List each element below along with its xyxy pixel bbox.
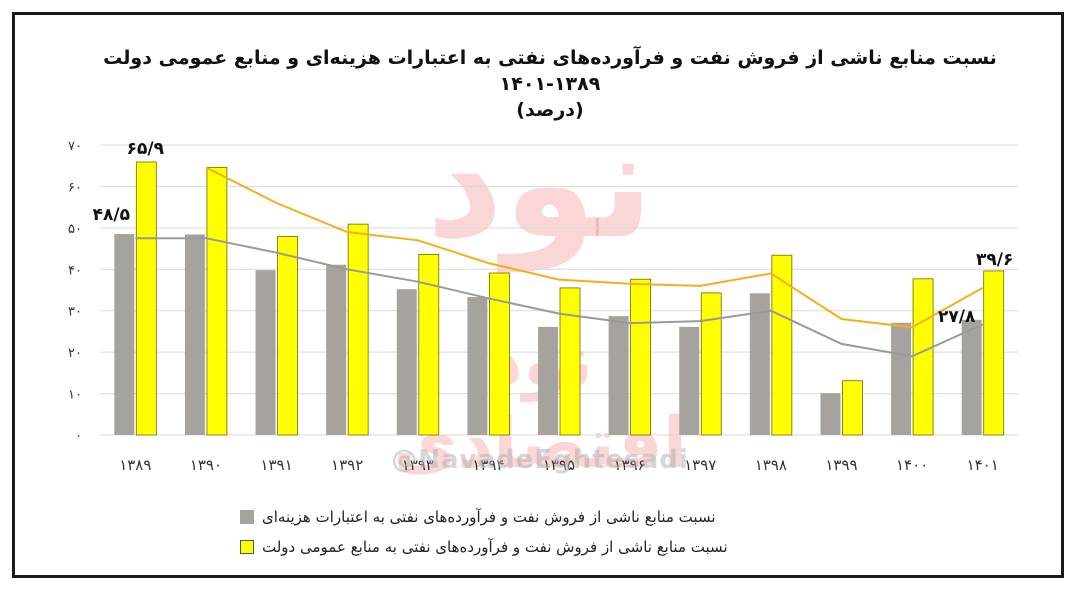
bar-general [842, 380, 863, 436]
y-tick-label: ۵۰ [68, 222, 82, 237]
trend-line-expense [135, 237, 984, 358]
y-tick-label: ۳۰ [68, 305, 82, 320]
bar-expense [749, 293, 770, 435]
chart-title: نسبت منابع ناشی از فروش نفت و فرآورده‌ها… [103, 47, 997, 95]
x-tick-label: ۱۳۹۳ [402, 456, 434, 474]
bar-expense [891, 322, 912, 435]
y-tick-label: ۰ [75, 429, 82, 444]
bar-expense [396, 289, 417, 435]
bar-expense [679, 326, 700, 435]
bar-general [347, 223, 369, 436]
bar-general [700, 292, 722, 436]
watermark-handle: @NavadeEghtesadi [391, 445, 689, 475]
bar-general [277, 236, 298, 436]
trend-line-general [205, 166, 984, 329]
x-tick-label: ۱۴۰۱ [967, 456, 999, 474]
bar-expense [608, 316, 629, 435]
x-tick-label: ۱۳۹۶ [613, 456, 645, 474]
legend-item-expense: نسبت منابع ناشی از فروش نفت و فرآورده‌ها… [240, 502, 820, 532]
x-tick-label: ۱۴۰۰ [896, 456, 928, 474]
bar-expense [114, 234, 135, 435]
chart-subtitle: (درصد) [516, 99, 584, 121]
x-tick-label: ۱۳۹۱ [260, 456, 292, 474]
bar-general [206, 166, 228, 436]
chart-legend: نسبت منابع ناشی از فروش نفت و فرآورده‌ها… [240, 502, 820, 562]
x-tick-label: ۱۳۹۵ [543, 456, 575, 474]
bar-expense [326, 264, 347, 435]
legend-label-expense: نسبت منابع ناشی از فروش نفت و فرآورده‌ها… [262, 508, 716, 526]
data-label: ۴۸/۵ [93, 205, 130, 225]
y-tick-label: ۶۰ [68, 180, 82, 195]
bar-general [135, 161, 157, 436]
data-label: ۲۷/۸ [938, 307, 976, 327]
bar-expense [184, 234, 205, 435]
x-tick-label: ۱۳۹۲ [331, 456, 363, 474]
x-tick-label: ۱۳۸۹ [119, 456, 151, 474]
x-tick-label: ۱۳۹۷ [684, 456, 716, 474]
legend-swatch-general [240, 540, 254, 554]
bar-expense [961, 319, 982, 435]
bar-general [418, 253, 440, 436]
bar-expense [538, 326, 558, 435]
x-tick-label: ۱۳۹۰ [190, 456, 222, 474]
bar-expense [820, 393, 841, 435]
watermark-logo: نود [426, 98, 654, 272]
bar-general [630, 278, 652, 436]
legend-item-general: نسبت منابع ناشی از فروش نفت و فرآورده‌ها… [240, 532, 820, 562]
y-tick-label: ۷۰ [68, 139, 82, 154]
y-tick-label: ۱۰ [68, 388, 82, 403]
y-tick-label: ۲۰ [68, 346, 82, 361]
bar-general [559, 287, 581, 436]
bar-expense [467, 297, 488, 435]
data-label: ۳۹/۶ [976, 250, 1013, 270]
bar-expense [255, 270, 276, 435]
x-tick-label: ۱۳۹۴ [472, 456, 504, 474]
x-tick-label: ۱۳۹۸ [755, 456, 787, 474]
y-tick-label: ۴۰ [68, 263, 82, 278]
bar-general [912, 278, 934, 436]
legend-label-general: نسبت منابع ناشی از فروش نفت و فرآورده‌ها… [262, 538, 728, 556]
x-tick-label: ۱۳۹۹ [825, 456, 857, 474]
bar-general [983, 270, 1005, 436]
chart-title-block: نسبت منابع ناشی از فروش نفت و فرآورده‌ها… [80, 45, 1020, 123]
data-label: ۶۵/۹ [127, 139, 165, 159]
bar-general [488, 272, 510, 436]
bar-general [771, 254, 793, 436]
legend-swatch-expense [240, 510, 254, 524]
